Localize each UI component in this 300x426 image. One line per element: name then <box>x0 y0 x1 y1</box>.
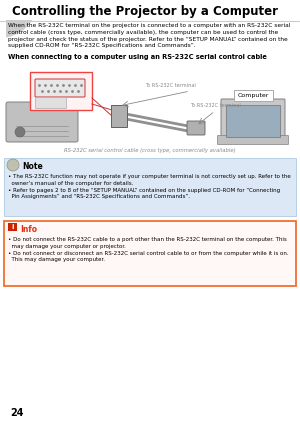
Bar <box>226 105 280 137</box>
FancyBboxPatch shape <box>6 102 78 142</box>
Bar <box>0 0 300 20</box>
Text: 24: 24 <box>10 408 23 418</box>
Circle shape <box>15 127 25 137</box>
Text: Note: Note <box>22 162 43 171</box>
Text: RS-232C serial control cable (cross type, commercially available): RS-232C serial control cable (cross type… <box>64 148 236 153</box>
FancyBboxPatch shape <box>187 121 205 135</box>
FancyBboxPatch shape <box>35 98 67 109</box>
FancyBboxPatch shape <box>218 135 289 144</box>
Bar <box>0 0 6 38</box>
Text: Computer: Computer <box>237 92 269 98</box>
FancyBboxPatch shape <box>35 79 85 97</box>
Text: • Do not connect the RS-232C cable to a port other than the RS-232C terminal on : • Do not connect the RS-232C cable to a … <box>8 237 289 262</box>
Text: To RS-232C terminal: To RS-232C terminal <box>145 83 196 88</box>
FancyBboxPatch shape <box>4 158 296 216</box>
Text: • The RS-232C function may not operate if your computer terminal is not correctl: • The RS-232C function may not operate i… <box>8 174 291 199</box>
FancyBboxPatch shape <box>30 72 92 110</box>
Text: Info: Info <box>20 225 37 234</box>
Circle shape <box>7 159 19 171</box>
FancyBboxPatch shape <box>111 105 127 127</box>
Text: When connecting to a computer using an RS-232C serial control cable: When connecting to a computer using an R… <box>8 54 267 60</box>
Text: To RS-232C terminal: To RS-232C terminal <box>190 103 241 108</box>
Text: i: i <box>11 224 14 230</box>
Text: Controlling the Projector by a Computer: Controlling the Projector by a Computer <box>12 6 278 18</box>
Text: When the RS-232C terminal on the projector is connected to a computer with an RS: When the RS-232C terminal on the project… <box>8 23 290 49</box>
FancyBboxPatch shape <box>4 221 296 286</box>
Bar <box>8 223 17 231</box>
Wedge shape <box>0 0 38 38</box>
FancyBboxPatch shape <box>221 99 285 141</box>
FancyBboxPatch shape <box>233 89 272 101</box>
